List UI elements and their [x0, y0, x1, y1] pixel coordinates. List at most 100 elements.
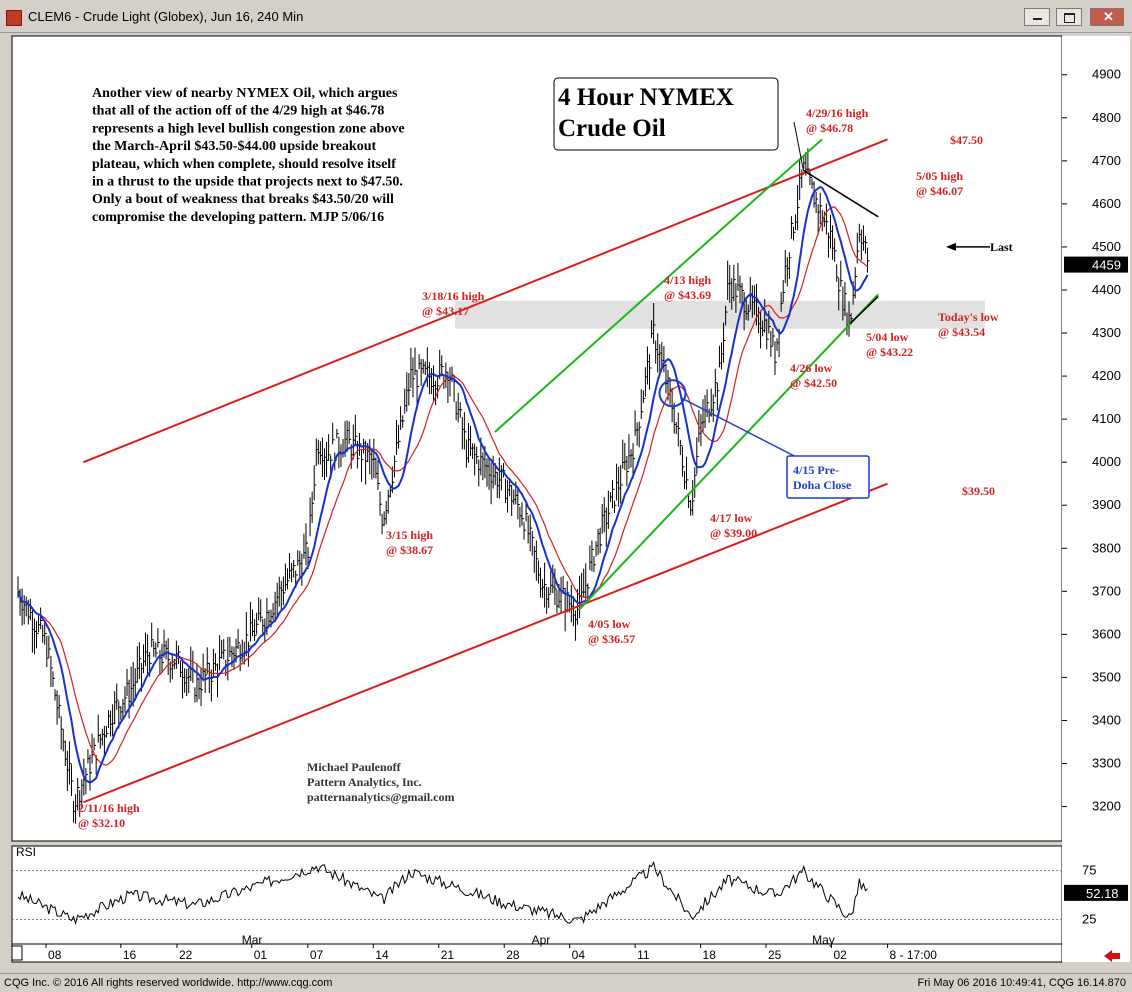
lower-channel-line: [83, 482, 888, 804]
annotation-label: @ $43.22: [866, 345, 913, 359]
x-tick-label: 07: [310, 948, 324, 962]
x-tick-label: 04: [572, 948, 586, 962]
x-tick-label: 11: [637, 948, 650, 962]
x-tick-label: 22: [179, 948, 193, 962]
month-label: May: [812, 933, 835, 947]
pre-doha-circle: [658, 379, 687, 408]
rsi-value: 52.18: [1086, 886, 1119, 901]
timestamp-text: Fri May 06 2016 10:49:41, CQG 16.14.870: [917, 977, 1126, 989]
annotation-label: $39.50: [962, 484, 995, 498]
rsi-line: [17, 860, 868, 926]
maximize-button[interactable]: [1056, 8, 1082, 26]
app-icon: [6, 10, 22, 26]
commentary-text: the March-April $43.50-$44.00 upside bre…: [92, 139, 376, 154]
x-tick-label: 25: [768, 948, 782, 962]
y-tick-label: 3600: [1092, 626, 1121, 641]
annotation-label: 4/29/16 high: [806, 106, 869, 120]
annotation-label: @ $39.00: [710, 526, 757, 540]
moving-average-fast: [17, 185, 869, 784]
triangle-upper-line: [803, 169, 879, 218]
annotation-label: @ $36.57: [588, 632, 635, 646]
x-tick-label: 01: [254, 948, 268, 962]
commentary-text: that all of the action off of the 4/29 h…: [92, 104, 384, 119]
signature-text: Pattern Analytics, Inc.: [307, 775, 422, 789]
signature-text: Michael Paulenoff: [307, 760, 402, 774]
upper-channel-line: [83, 138, 888, 464]
y-axis-strip: [1062, 36, 1130, 962]
annotation-label: 4/05 low: [588, 617, 631, 631]
title-bar: CLEM6 - Crude Light (Globex), Jun 16, 24…: [0, 0, 1132, 33]
last-price-value: 4459: [1092, 258, 1121, 273]
x-tick-label: 21: [441, 948, 455, 962]
y-tick-label: 3200: [1092, 799, 1121, 814]
rsi-label: RSI: [16, 845, 36, 859]
minimize-button[interactable]: [1024, 8, 1050, 26]
close-button[interactable]: ✕: [1090, 8, 1124, 26]
uptrend-support-line: [578, 293, 879, 611]
y-tick-label: 3900: [1092, 497, 1121, 512]
price-bars: [17, 148, 870, 824]
rsi-panel: [11, 845, 1063, 945]
annotation-label: 3/15 high: [386, 528, 433, 542]
rsi-tick-label: 25: [1082, 912, 1096, 927]
y-tick-label: 3300: [1092, 756, 1121, 771]
y-tick-label: 4900: [1092, 67, 1121, 82]
chart-title: 4 Hour NYMEX: [558, 84, 734, 111]
y-tick-label: 3500: [1092, 669, 1121, 684]
y-tick-label: 3700: [1092, 583, 1121, 598]
signature-text: patternanalytics@gmail.com: [307, 790, 454, 804]
annotation-label: 4/26 low: [790, 361, 833, 375]
annotation-label: @ $38.67: [386, 543, 433, 557]
y-tick-label: 3400: [1092, 712, 1121, 727]
annotation-label: 4/17 low: [710, 511, 753, 525]
annotation-label: 3/18/16 high: [422, 289, 485, 303]
minimize-icon: [1033, 18, 1042, 20]
triangle-lower-line: [849, 295, 879, 325]
x-tick-label: 8 - 17:00: [890, 948, 938, 962]
x-tick-label: 28: [506, 948, 520, 962]
annotation-label: Doha Close: [793, 478, 852, 492]
scroll-handle-icon: [11, 945, 23, 961]
annotation-label: $47.50: [950, 133, 983, 147]
rsi-value-tag: [1064, 884, 1128, 901]
x-tick-label: 14: [375, 948, 389, 962]
breakout-zone: [455, 300, 985, 329]
annotation-label: @ $42.50: [790, 376, 837, 390]
x-tick-label: 18: [703, 948, 717, 962]
rsi-tick-label: 75: [1082, 863, 1096, 878]
annotation-label: @ $32.10: [78, 816, 125, 830]
x-tick-label: 08: [48, 948, 62, 962]
annotation-label: 5/05 high: [916, 169, 963, 183]
scroll-back-icon: [1104, 950, 1120, 962]
y-tick-label: 4800: [1092, 110, 1121, 125]
status-bar: CQG Inc. © 2016 All rights reserved worl…: [0, 973, 1132, 992]
annotation-label: Today's low: [938, 310, 999, 324]
commentary-text: plateau, which when complete, should res…: [92, 157, 396, 172]
title-box: [553, 77, 779, 151]
last-label: Last: [990, 240, 1013, 254]
y-tick-label: 4000: [1092, 454, 1121, 469]
annotation-label: @ $46.78: [806, 121, 853, 135]
commentary-text: represents a high level bullish congesti…: [92, 121, 405, 136]
annotation-label: 4/15 Pre-: [793, 463, 839, 477]
close-icon: ✕: [1103, 9, 1114, 24]
commentary-text: in a thrust to the upside that projects …: [92, 175, 403, 190]
annotation-label: 2/11/16 high: [78, 801, 140, 815]
pre-doha-pointer: [680, 396, 799, 459]
pre-doha-box: [786, 455, 870, 499]
price-panel: [11, 35, 1063, 842]
y-tick-label: 4400: [1092, 282, 1121, 297]
month-label: Apr: [532, 933, 551, 947]
x-tick-label: 02: [833, 948, 847, 962]
last-arrow-head: [946, 242, 956, 251]
annotation-label: @ $43.69: [664, 288, 711, 302]
last-price-tag: [1064, 256, 1128, 273]
moving-average-slow: [17, 206, 868, 766]
x-tick-label: 16: [123, 948, 137, 962]
commentary-text: Only a bout of weakness that breaks $43.…: [92, 192, 394, 207]
y-tick-label: 4300: [1092, 325, 1121, 340]
copyright-text: CQG Inc. © 2016 All rights reserved worl…: [4, 977, 333, 989]
y-tick-label: 4100: [1092, 411, 1121, 426]
